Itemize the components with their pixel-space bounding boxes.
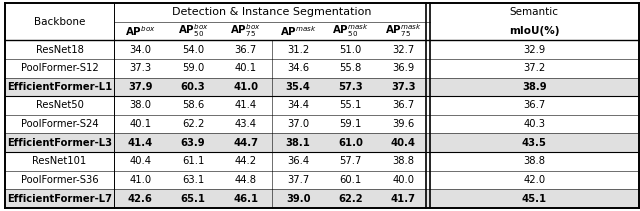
Text: ResNet18: ResNet18	[36, 45, 84, 55]
Text: 38.9: 38.9	[522, 82, 547, 92]
Text: 40.4: 40.4	[129, 156, 152, 166]
Text: 41.0: 41.0	[233, 82, 258, 92]
Text: 54.0: 54.0	[182, 45, 204, 55]
Text: 61.1: 61.1	[182, 156, 204, 166]
Text: EfficientFormer-L1: EfficientFormer-L1	[7, 82, 112, 92]
Text: 40.0: 40.0	[392, 175, 414, 185]
Text: 42.6: 42.6	[128, 193, 153, 204]
Text: 44.7: 44.7	[233, 138, 258, 148]
Text: EfficientFormer-L3: EfficientFormer-L3	[7, 138, 112, 148]
Text: 41.0: 41.0	[129, 175, 152, 185]
Text: 62.2: 62.2	[182, 119, 204, 129]
Text: 37.3: 37.3	[129, 63, 152, 73]
Text: 55.1: 55.1	[340, 100, 362, 111]
Text: 34.4: 34.4	[287, 100, 309, 111]
Bar	[5, 133, 639, 152]
Text: 55.8: 55.8	[340, 63, 362, 73]
Text: 31.2: 31.2	[287, 45, 309, 55]
Text: 39.0: 39.0	[286, 193, 310, 204]
Text: 40.1: 40.1	[129, 119, 152, 129]
Text: 41.4: 41.4	[234, 100, 257, 111]
Text: 57.3: 57.3	[339, 82, 363, 92]
Text: 41.7: 41.7	[391, 193, 416, 204]
Text: 59.0: 59.0	[182, 63, 204, 73]
Text: Detection & Instance Segmentation: Detection & Instance Segmentation	[172, 7, 372, 18]
Text: 37.0: 37.0	[287, 119, 309, 129]
Text: 37.2: 37.2	[523, 63, 545, 73]
Text: 36.7: 36.7	[523, 100, 545, 111]
Text: 38.1: 38.1	[285, 138, 310, 148]
Text: 42.0: 42.0	[523, 175, 545, 185]
Text: 32.9: 32.9	[523, 45, 545, 55]
Text: 39.6: 39.6	[392, 119, 415, 129]
Text: 36.9: 36.9	[392, 63, 415, 73]
Text: $\mathbf{AP}^{\mathit{mask}}$: $\mathbf{AP}^{\mathit{mask}}$	[280, 24, 317, 38]
Text: mIoU(%): mIoU(%)	[509, 26, 559, 36]
Text: 34.0: 34.0	[129, 45, 152, 55]
Text: PoolFormer-S12: PoolFormer-S12	[20, 63, 99, 73]
Bar	[5, 189, 639, 208]
Text: $\mathbf{AP}_{50}^{\mathit{box}}$: $\mathbf{AP}_{50}^{\mathit{box}}$	[177, 23, 209, 39]
Text: 40.4: 40.4	[391, 138, 416, 148]
Text: 35.4: 35.4	[285, 82, 310, 92]
Text: 38.0: 38.0	[129, 100, 152, 111]
Text: 40.3: 40.3	[523, 119, 545, 129]
Text: 45.1: 45.1	[522, 193, 547, 204]
Text: PoolFormer-S36: PoolFormer-S36	[20, 175, 99, 185]
Text: 44.2: 44.2	[234, 156, 257, 166]
Text: ResNet50: ResNet50	[36, 100, 84, 111]
Text: 40.1: 40.1	[234, 63, 257, 73]
Text: 36.4: 36.4	[287, 156, 309, 166]
Text: 37.3: 37.3	[391, 82, 415, 92]
Text: 37.7: 37.7	[287, 175, 309, 185]
Text: 60.1: 60.1	[340, 175, 362, 185]
Text: 36.7: 36.7	[392, 100, 415, 111]
Text: Semantic: Semantic	[509, 7, 559, 18]
Text: 44.8: 44.8	[235, 175, 257, 185]
Text: ResNet101: ResNet101	[33, 156, 87, 166]
Text: 65.1: 65.1	[180, 193, 205, 204]
Text: $\mathbf{AP}_{75}^{\mathit{box}}$: $\mathbf{AP}_{75}^{\mathit{box}}$	[230, 23, 261, 39]
Text: 38.8: 38.8	[523, 156, 545, 166]
Text: 59.1: 59.1	[340, 119, 362, 129]
Text: 63.9: 63.9	[180, 138, 205, 148]
Text: $\mathbf{AP}_{50}^{\mathit{mask}}$: $\mathbf{AP}_{50}^{\mathit{mask}}$	[332, 23, 369, 39]
Text: 61.0: 61.0	[339, 138, 363, 148]
Text: 62.2: 62.2	[339, 193, 363, 204]
Text: EfficientFormer-L7: EfficientFormer-L7	[7, 193, 112, 204]
Text: $\mathbf{AP}^{\mathit{box}}$: $\mathbf{AP}^{\mathit{box}}$	[125, 24, 156, 38]
Text: 32.7: 32.7	[392, 45, 415, 55]
Text: 34.6: 34.6	[287, 63, 309, 73]
Text: PoolFormer-S24: PoolFormer-S24	[20, 119, 99, 129]
Text: 60.3: 60.3	[180, 82, 205, 92]
Text: 41.4: 41.4	[128, 138, 153, 148]
Text: 57.7: 57.7	[340, 156, 362, 166]
Text: 43.5: 43.5	[522, 138, 547, 148]
Text: 36.7: 36.7	[234, 45, 257, 55]
Bar	[5, 78, 639, 96]
Text: 38.8: 38.8	[392, 156, 414, 166]
Text: 51.0: 51.0	[340, 45, 362, 55]
Text: 37.9: 37.9	[128, 82, 153, 92]
Text: Backbone: Backbone	[34, 17, 85, 27]
Text: 46.1: 46.1	[233, 193, 258, 204]
Text: 58.6: 58.6	[182, 100, 204, 111]
Text: $\mathbf{AP}_{75}^{\mathit{mask}}$: $\mathbf{AP}_{75}^{\mathit{mask}}$	[385, 23, 422, 39]
Text: 63.1: 63.1	[182, 175, 204, 185]
Text: 43.4: 43.4	[235, 119, 257, 129]
